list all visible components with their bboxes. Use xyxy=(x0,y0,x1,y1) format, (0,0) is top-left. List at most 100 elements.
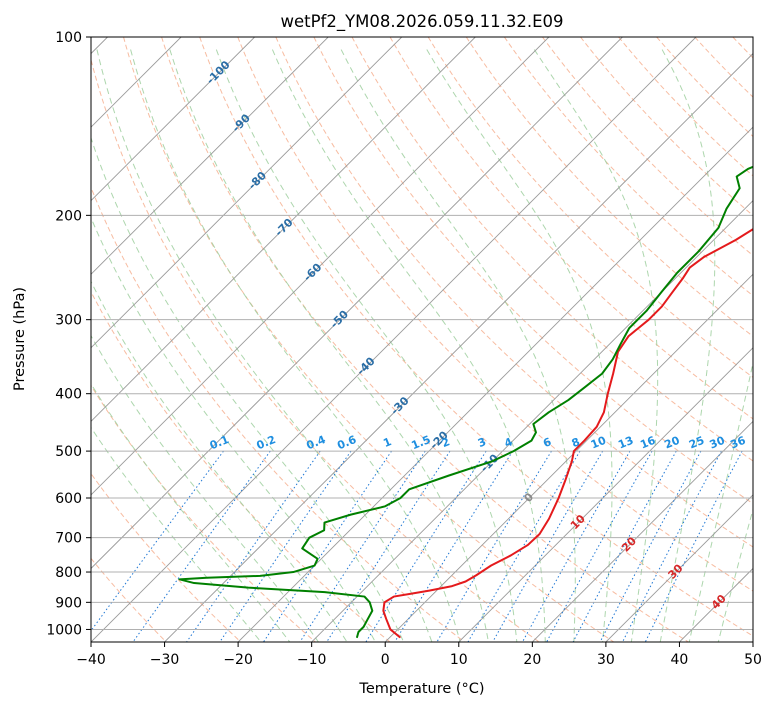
isotherm-label: -30 xyxy=(388,394,411,417)
dry-adiabat-line xyxy=(237,37,753,592)
chart-title: wetPf2_YM08.2026.059.11.32.E09 xyxy=(280,12,563,32)
isotherm-label: -50 xyxy=(328,307,351,330)
mixing-ratio-line xyxy=(546,450,653,642)
dry-adiabat-line xyxy=(389,37,753,420)
isotherm-line xyxy=(752,641,753,642)
isotherm-label: -40 xyxy=(354,354,377,377)
y-tick-label: 400 xyxy=(55,387,82,403)
isotherm-line xyxy=(605,494,753,642)
mixing-ratio-label: 3 xyxy=(476,435,488,450)
dry-adiabat-line xyxy=(91,57,540,642)
mixing-ratio-label: 36 xyxy=(728,434,747,452)
mixing-ratio-label: 30 xyxy=(708,434,727,452)
dry-adiabat-line xyxy=(351,37,753,462)
mixing-ratio-labels: 0.1 0.2 0.4 0.6 1 1.5 2 3 4 6 8 10 13 16 20 25 30 36 xyxy=(208,433,748,452)
mixing-ratio-line xyxy=(622,450,722,642)
moist-adiabat-line xyxy=(340,49,576,642)
mixing-ratio-line xyxy=(91,450,224,632)
mixing-ratio-label: 25 xyxy=(687,434,706,452)
mixing-ratio-line xyxy=(572,450,677,642)
mixing-ratio-line xyxy=(599,450,702,642)
pressure-gridlines xyxy=(91,37,753,630)
mixing-ratio-label: 0.2 xyxy=(255,433,278,452)
isotherm-line xyxy=(164,52,753,642)
dry-adiabat-line xyxy=(313,37,753,505)
isotherm-label: 40 xyxy=(709,592,729,612)
isotherm-label: 30 xyxy=(666,561,686,581)
y-axis: 100 200 300 400 500 600 700 800 900 1000 xyxy=(46,30,91,638)
dry-adiabat-line xyxy=(427,37,753,378)
y-axis-label: Pressure (hPa) xyxy=(12,287,28,391)
isotherm-label: -10 xyxy=(478,451,501,474)
isotherm-line xyxy=(91,37,476,422)
isotherm-line xyxy=(91,37,255,202)
x-tick-label: 0 xyxy=(381,652,390,668)
x-tick-label: 50 xyxy=(744,652,762,668)
y-tick-label: 200 xyxy=(55,208,82,224)
moist-adiabat-line xyxy=(91,216,376,642)
x-tick-label: −30 xyxy=(150,652,180,668)
dry-adiabat-line xyxy=(91,290,391,642)
x-tick-label: 20 xyxy=(523,652,541,668)
mixing-ratio-line xyxy=(186,450,321,642)
mixing-ratio-line xyxy=(394,450,514,642)
dry-adiabat-line xyxy=(656,37,753,138)
isotherm-label: -70 xyxy=(272,216,295,239)
y-tick-label: 500 xyxy=(55,444,82,460)
moist-adiabat-line xyxy=(96,49,433,642)
x-axis-label: Temperature (°C) xyxy=(358,681,484,697)
isotherm-line xyxy=(91,37,623,570)
y-tick-label: 1000 xyxy=(46,622,82,638)
moist-adiabat-line xyxy=(130,49,461,642)
moist-adiabat-line xyxy=(91,334,319,642)
mixing-ratio-label: 2 xyxy=(440,435,452,450)
mixing-ratio-label: 16 xyxy=(638,434,657,452)
moist-adiabat-line xyxy=(717,507,753,642)
mixing-ratio-line xyxy=(522,450,631,642)
dry-adiabat-line xyxy=(694,37,753,98)
y-tick-label: 100 xyxy=(55,30,82,46)
x-tick-label: 30 xyxy=(597,652,615,668)
mixing-ratio-label: 8 xyxy=(570,435,582,450)
isotherm-line xyxy=(458,347,753,642)
moist-adiabat-line xyxy=(688,360,753,642)
dewpoint-profile-line xyxy=(178,165,753,639)
x-tick-label: −20 xyxy=(223,652,253,668)
dry-adiabat-line xyxy=(465,37,753,337)
mixing-ratio-label: 4 xyxy=(503,435,515,450)
dry-adiabat-line xyxy=(91,472,242,642)
mixing-ratio-line xyxy=(644,450,743,642)
moist-adiabat-line xyxy=(91,382,291,642)
y-tick-label: 600 xyxy=(55,491,82,507)
x-tick-label: −40 xyxy=(76,652,106,668)
mixing-ratio-label: 20 xyxy=(663,434,682,452)
dry-adiabat-line xyxy=(503,37,753,297)
mixing-ratio-line xyxy=(219,450,352,642)
y-tick-label: 700 xyxy=(55,531,82,547)
dry-adiabat-line xyxy=(91,384,316,642)
mixing-ratio-label: 6 xyxy=(541,435,553,450)
isotherm-line xyxy=(679,567,753,642)
isotherm-line xyxy=(91,37,550,496)
dry-adiabat-line xyxy=(123,37,615,642)
y-tick-label: 300 xyxy=(55,313,82,329)
y-tick-label: 900 xyxy=(55,595,82,611)
mixing-ratio-label: 10 xyxy=(589,434,608,452)
mixing-ratio-label: 13 xyxy=(616,434,635,452)
isotherm-line xyxy=(384,273,753,642)
moist-adiabat-line xyxy=(169,49,489,642)
isotherm-line xyxy=(237,126,753,642)
mixing-ratio-line xyxy=(492,450,604,642)
dry-adiabat-line xyxy=(275,37,753,548)
mixing-ratio-line xyxy=(436,450,552,642)
moist-adiabat-line xyxy=(91,280,348,642)
mixing-ratio-label: 0.4 xyxy=(305,433,328,452)
moist-adiabat-line xyxy=(215,49,518,642)
dry-adiabat-line xyxy=(199,37,753,637)
plot-frame xyxy=(90,36,754,643)
background-reference-lines xyxy=(91,37,775,642)
dry-adiabat-line xyxy=(771,37,775,642)
isotherm-line xyxy=(91,37,403,349)
